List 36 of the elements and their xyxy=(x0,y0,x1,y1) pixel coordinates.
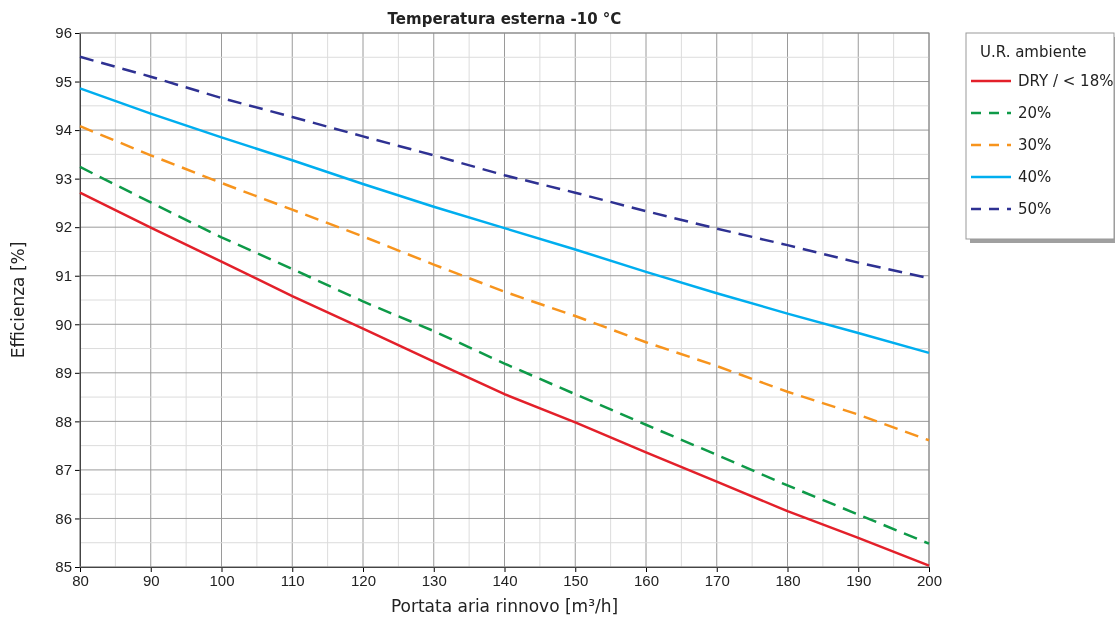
x-tick-label: 200 xyxy=(916,571,943,589)
x-axis-title: Portata aria rinnovo [m³/h] xyxy=(390,596,619,616)
y-tick-label: 92 xyxy=(55,218,72,236)
y-tick-label: 94 xyxy=(55,121,72,139)
y-tick-label: 88 xyxy=(55,412,72,430)
y-tick-label: 90 xyxy=(55,315,72,333)
y-axis-title: Efficienza [%] xyxy=(8,241,28,359)
y-tick-label: 91 xyxy=(55,267,72,285)
chart-title: Temperatura esterna -10 °C xyxy=(387,10,622,28)
x-tick-label: 180 xyxy=(775,571,801,589)
y-tick-label: 87 xyxy=(55,461,72,479)
legend-title: U.R. ambiente xyxy=(980,43,1087,61)
y-tick-label: 89 xyxy=(55,364,72,382)
legend-label: 50% xyxy=(1018,200,1052,218)
legend-label: 40% xyxy=(1018,168,1052,186)
legend-label: DRY / < 18% xyxy=(1018,72,1114,90)
x-tick-label: 100 xyxy=(209,571,235,589)
line-series xyxy=(78,87,931,355)
y-tick-label: 96 xyxy=(55,24,72,42)
x-tick-label: 110 xyxy=(280,571,305,589)
x-tick-label: 190 xyxy=(846,571,872,589)
x-tick-label: 90 xyxy=(142,571,160,589)
y-tick-label: 93 xyxy=(55,169,72,187)
x-tick-label: 170 xyxy=(704,571,730,589)
x-tick-label: 150 xyxy=(563,571,589,589)
y-tick-label: 95 xyxy=(55,72,72,90)
y-tick-label: 86 xyxy=(55,509,72,527)
x-tick-label: 140 xyxy=(492,571,518,589)
x-tick-label: 120 xyxy=(350,571,377,589)
x-tick-label: 130 xyxy=(421,571,447,589)
x-tick-label: 160 xyxy=(633,571,660,589)
line-series xyxy=(78,124,931,442)
legend-label: 20% xyxy=(1018,104,1052,122)
legend-label: 30% xyxy=(1018,136,1052,154)
y-tick-label: 85 xyxy=(55,558,72,576)
x-tick-label: 80 xyxy=(72,571,89,589)
